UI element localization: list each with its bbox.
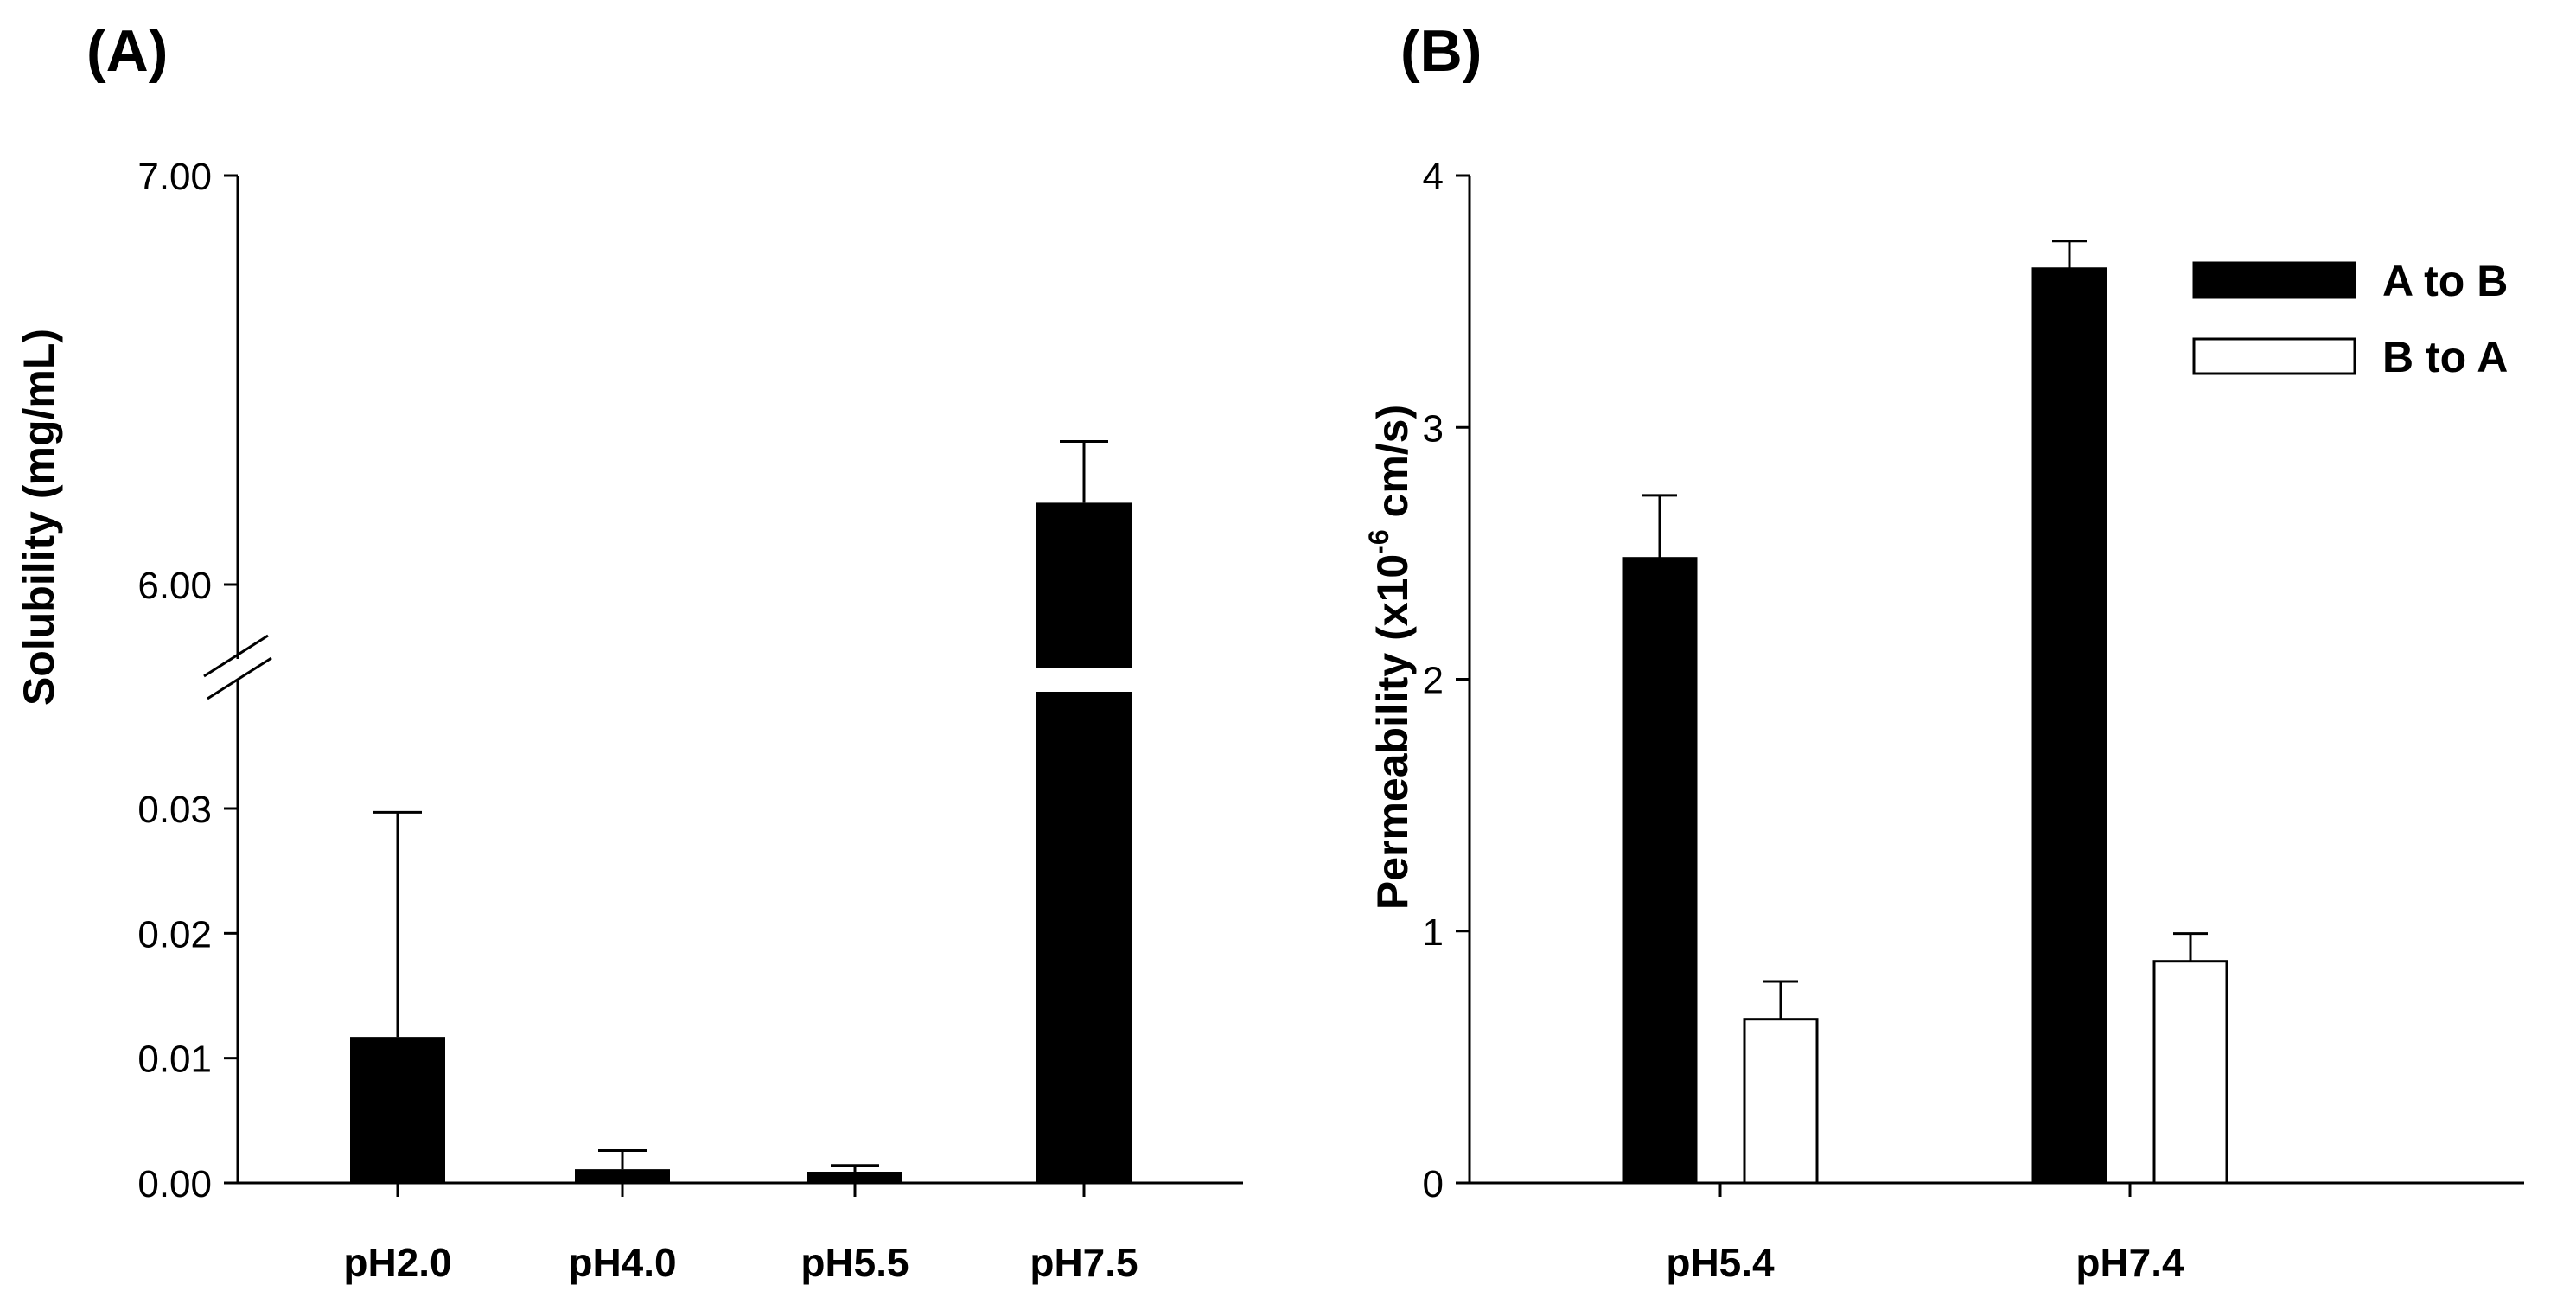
panel-a-break-line-2: [207, 656, 272, 700]
bar-pH4.0: [575, 1169, 670, 1183]
panel-b-y-axis-label: Permeability (x10-6 cm/s): [1363, 405, 1417, 910]
panel-b-tick-label-0: 0: [1423, 1163, 1444, 1205]
legend-swatch-b-to-a: [2192, 337, 2356, 375]
panel-a-tick-label-0.03: 0.03: [137, 789, 212, 831]
bar-pH7.5-lower: [1036, 692, 1132, 1183]
legend-label-b-to-a: B to A: [2382, 333, 2508, 381]
panel-b-y-label-main: Permeability (x10: [1368, 554, 1417, 910]
panel-a-tick-label-0.02: 0.02: [137, 913, 212, 956]
bar-pH5.5: [807, 1172, 902, 1183]
panel-b-bars: [1622, 240, 2228, 1197]
panel-a-axis-break: [203, 634, 272, 700]
bar-pH7.5-upper: [1036, 502, 1132, 668]
panel-b-tick-label-4: 4: [1423, 156, 1444, 198]
panel-b-legend: A to B B to A: [2192, 257, 2508, 381]
bar-pH7.4-b-to-a: [2152, 960, 2228, 1185]
panel-b-y-label-unit: cm/s): [1368, 405, 1417, 530]
category-label-pH5.4: pH5.4: [1666, 1240, 1775, 1285]
panel-a-break-line-1: [203, 634, 269, 678]
panel-a-upper-y-axis: 6.00 7.00: [137, 156, 239, 659]
legend-label-a-to-b: A to B: [2382, 257, 2508, 305]
bar-pH2.0: [350, 1037, 445, 1183]
panel-b-tick-label-2: 2: [1423, 660, 1444, 702]
bar-pH7.4-a-to-b: [2031, 267, 2107, 1185]
panel-b-y-label-exponent: -6: [1363, 529, 1394, 553]
panel-a-tick-label-0.00: 0.00: [137, 1163, 212, 1205]
category-label-pH7.4: pH7.4: [2075, 1240, 2184, 1285]
panel-b-tick-label-3: 3: [1423, 407, 1444, 450]
category-label-pH7.5: pH7.5: [1030, 1240, 1138, 1285]
panel-a-tick-label-0.01: 0.01: [137, 1039, 212, 1081]
bar-pH5.4-a-to-b: [1622, 557, 1698, 1185]
panel-a-category-labels: pH2.0 pH4.0 pH5.5 pH7.5: [343, 1240, 1138, 1285]
legend-swatch-a-to-b: [2192, 261, 2356, 299]
bar-pH5.4-b-to-a: [1743, 1018, 1819, 1185]
panel-b-label: (B): [1400, 18, 1482, 84]
panel-b-axes: 0 1 2 3 4: [1423, 156, 2524, 1205]
panel-b-tick-label-1: 1: [1423, 911, 1444, 954]
category-label-pH5.5: pH5.5: [800, 1240, 909, 1285]
panel-b-category-labels: pH5.4 pH7.4: [1666, 1240, 2184, 1285]
panel-a-label: (A): [86, 18, 168, 84]
category-label-pH4.0: pH4.0: [568, 1240, 676, 1285]
panel-a-tick-label-7.00: 7.00: [137, 156, 212, 198]
panel-a-y-axis-label: Solubility (mg/mL): [15, 329, 63, 706]
panel-a-tick-label-6.00: 6.00: [137, 565, 212, 607]
category-label-pH2.0: pH2.0: [343, 1240, 451, 1285]
panel-a-bars: [350, 439, 1132, 1197]
